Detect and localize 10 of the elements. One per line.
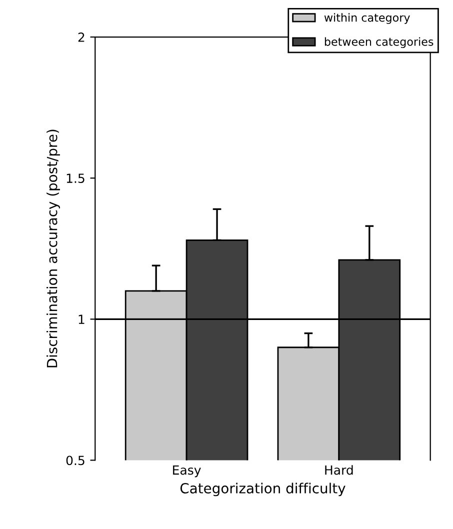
legend-label: between categories	[324, 37, 434, 48]
y-tick-label: 1	[78, 314, 84, 324]
legend-label: within category	[324, 13, 410, 24]
y-axis-title: Discrimination accuracy (post/pre)	[46, 130, 60, 368]
y-tick-label: 0.5	[66, 456, 84, 466]
x-tick-label: Easy	[173, 465, 201, 478]
y-tick-label: 2	[78, 32, 84, 42]
y-tick-label: 1.5	[66, 174, 84, 184]
x-tick-label: Hard	[325, 465, 353, 475]
x-axis-title: Categorization difficulty	[180, 482, 346, 496]
